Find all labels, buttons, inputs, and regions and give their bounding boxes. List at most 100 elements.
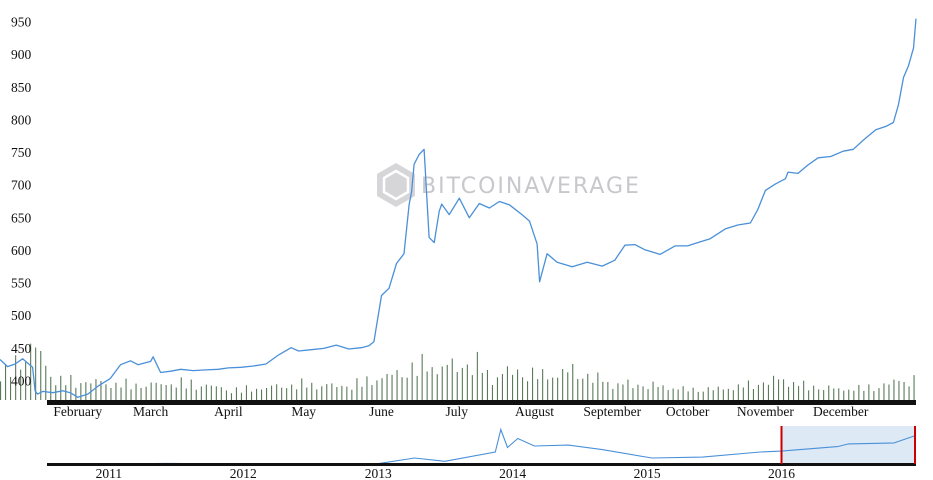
- volume-bar: [572, 364, 574, 400]
- volume-bar: [838, 388, 840, 400]
- volume-bar: [552, 377, 554, 400]
- volume-bar: [311, 382, 313, 400]
- volume-bar: [853, 390, 855, 400]
- volume-bar: [913, 375, 915, 400]
- volume-bar: [296, 389, 298, 400]
- x-tick-label: December: [813, 404, 869, 419]
- volume-bar: [145, 386, 147, 400]
- volume-bar: [878, 388, 880, 400]
- volume-bar: [717, 386, 719, 400]
- volume-bar: [316, 389, 318, 400]
- volume-bar: [888, 384, 890, 400]
- bitcoinaverage-watermark: BITCOINAVERAGE: [377, 163, 641, 207]
- volume-bar: [301, 378, 303, 400]
- navigator-x-tick-label: 2012: [230, 466, 257, 480]
- volume-bar: [110, 388, 112, 400]
- x-tick-label: November: [737, 404, 794, 419]
- volume-bar: [406, 377, 408, 400]
- volume-bar: [466, 364, 468, 400]
- volume-bar: [416, 375, 418, 400]
- volume-bar: [512, 374, 514, 400]
- volume-bar: [486, 370, 488, 400]
- navigator-right-handle[interactable]: [914, 426, 916, 464]
- volume-bar: [767, 384, 769, 400]
- navigator[interactable]: 2011 2012 2013 2014 2015 2016: [47, 426, 917, 480]
- volume-bar: [833, 388, 835, 400]
- volume-bar: [481, 372, 483, 400]
- volume-bar: [200, 386, 202, 400]
- volume-bar: [175, 387, 177, 400]
- volume-bar: [65, 385, 67, 400]
- volume-bar: [612, 388, 614, 400]
- volume-bar: [180, 377, 182, 400]
- volume-bar: [547, 379, 549, 400]
- navigator-x-tick-label: 2016: [768, 466, 795, 480]
- volume-bar: [532, 367, 534, 400]
- volume-bar: [261, 389, 263, 400]
- volume-bar: [757, 384, 759, 400]
- y-tick-label: 450: [11, 341, 32, 356]
- volume-bar: [522, 377, 524, 400]
- volume-bar: [848, 389, 850, 400]
- volume-bar: [537, 379, 539, 400]
- volume-bar: [321, 386, 323, 400]
- volume-bar: [687, 391, 689, 400]
- navigator-selection: [781, 426, 916, 464]
- volume-bar: [225, 390, 227, 400]
- volume-bar: [80, 383, 82, 400]
- x-tick-label: September: [583, 404, 641, 419]
- volume-bar: [195, 389, 197, 400]
- y-tick-label: 950: [11, 15, 32, 30]
- volume-bar: [0, 381, 2, 400]
- volume-bar: [732, 390, 734, 400]
- x-tick-label: July: [445, 404, 468, 419]
- volume-bar: [808, 390, 810, 400]
- bitcoinaverage-logo-text: BITCOINAVERAGE: [421, 174, 641, 199]
- volume-bar: [426, 371, 428, 400]
- navigator-x-tick-label: 2013: [365, 466, 392, 480]
- volume-bar: [672, 388, 674, 400]
- volume-bar: [341, 385, 343, 400]
- volume-bar: [346, 386, 348, 400]
- x-axis: [47, 400, 916, 405]
- volume-bar: [863, 390, 865, 400]
- volume-bar: [391, 374, 393, 400]
- volume-bar: [727, 388, 729, 400]
- volume-bar: [25, 361, 27, 400]
- volume-bar: [722, 389, 724, 400]
- volume-bar: [336, 387, 338, 400]
- x-tick-label: April: [214, 404, 243, 419]
- price-line: [0, 18, 917, 398]
- volume-bar: [230, 393, 232, 400]
- volume-bar: [506, 366, 508, 400]
- volume-bar: [828, 385, 830, 400]
- y-tick-label: 650: [11, 210, 32, 225]
- volume-bar: [647, 389, 649, 400]
- volume-bar: [903, 382, 905, 400]
- volume-bar: [411, 362, 413, 400]
- volume-bar: [396, 370, 398, 400]
- volume-bar: [712, 390, 714, 400]
- volume-bar: [788, 386, 790, 400]
- main-plot: 400 450 500 550 600 650 700 750 800 850 900 950 Febr…: [0, 15, 917, 419]
- volume-bar: [291, 384, 293, 400]
- volume-bar: [45, 365, 47, 400]
- volume-bar: [40, 351, 42, 400]
- navigator-x-tick-label: 2015: [634, 466, 661, 480]
- volume-bar: [587, 373, 589, 400]
- volume-bar: [602, 381, 604, 400]
- volume-bar: [577, 379, 579, 400]
- volume-bar: [266, 388, 268, 400]
- volume-bar: [386, 374, 388, 400]
- volume-bar: [276, 384, 278, 400]
- volume-bar: [843, 390, 845, 400]
- navigator-left-handle[interactable]: [780, 426, 783, 464]
- volume-bar: [682, 386, 684, 400]
- x-tick-label: March: [133, 404, 168, 419]
- volume-bar: [95, 379, 97, 400]
- volume-bar: [306, 387, 308, 400]
- volume-bar: [220, 387, 222, 400]
- volume-bar: [893, 379, 895, 400]
- volume-bar: [15, 355, 17, 400]
- volume-bar: [773, 375, 775, 400]
